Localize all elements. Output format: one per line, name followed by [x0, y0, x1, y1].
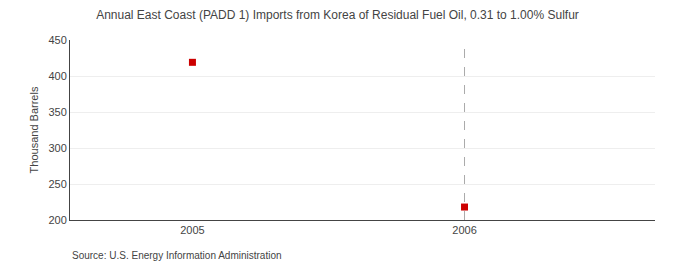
svg-text:200: 200	[48, 214, 66, 226]
svg-text:350: 350	[48, 106, 66, 118]
svg-text:2005: 2005	[180, 224, 204, 236]
svg-text:400: 400	[48, 70, 66, 82]
svg-text:Thousand Barrels: Thousand Barrels	[28, 86, 40, 173]
svg-text:450: 450	[48, 34, 66, 46]
svg-text:2006: 2006	[452, 224, 476, 236]
svg-text:250: 250	[48, 178, 66, 190]
svg-text:300: 300	[48, 142, 66, 154]
svg-text:Annual East Coast (PADD 1) Imp: Annual East Coast (PADD 1) Imports from …	[96, 8, 579, 22]
svg-text:Source: U.S. Energy Informatio: Source: U.S. Energy Information Administ…	[72, 250, 282, 261]
